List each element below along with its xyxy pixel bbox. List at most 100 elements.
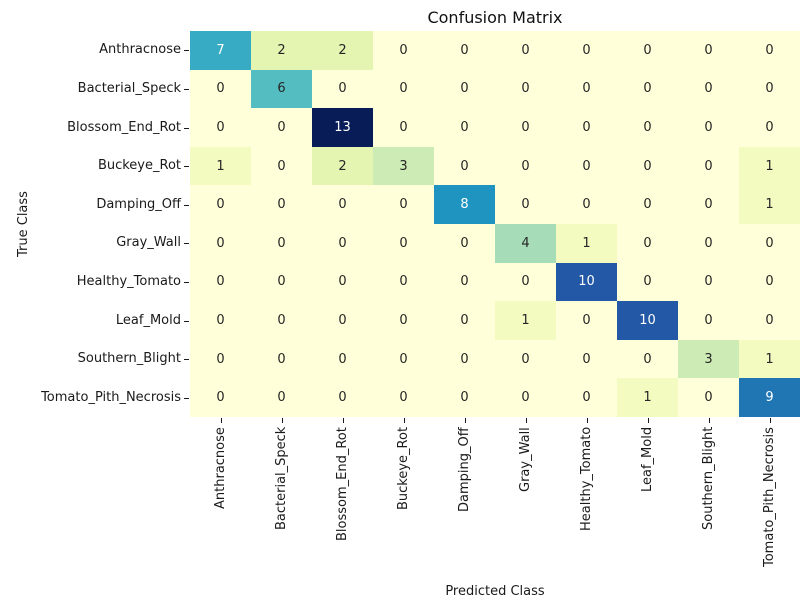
- heatmap-cell: 0: [617, 339, 678, 379]
- y-tick-mark: [184, 320, 189, 322]
- heatmap-cell: 0: [617, 185, 678, 224]
- y-tick-mark: [184, 88, 189, 90]
- y-tick-mark: [184, 281, 189, 283]
- heatmap-cell: 0: [556, 301, 617, 340]
- x-tick-mark: [403, 418, 405, 423]
- heatmap-cell: 0: [434, 223, 495, 263]
- heatmap-cell: 0: [434, 108, 495, 147]
- y-tick-mark: [184, 204, 189, 206]
- heatmap-cell: 0: [251, 223, 312, 263]
- heatmap-cell: 0: [739, 108, 800, 147]
- x-tick-mark: [708, 418, 710, 423]
- y-tick-mark: [184, 359, 189, 361]
- heatmap-cell: 1: [739, 339, 800, 379]
- y-tick-label: Buckeye_Rot: [97, 158, 181, 174]
- heatmap-cell: 0: [190, 223, 251, 263]
- x-axis-title: Predicted Class: [445, 584, 545, 599]
- heatmap-cell: 0: [312, 339, 373, 379]
- heatmap-cell: 0: [373, 262, 434, 302]
- heatmap-cell: 0: [556, 69, 617, 109]
- x-tick-mark: [281, 418, 283, 423]
- heatmap-cell: 1: [556, 223, 617, 263]
- heatmap-cell: 0: [739, 262, 800, 302]
- heatmap-cell: 0: [434, 378, 495, 417]
- heatmap-cell: 0: [678, 31, 739, 70]
- heatmap-cell: 3: [678, 339, 739, 379]
- heatmap-cell: 0: [373, 339, 434, 379]
- x-tick-label: Damping_Off: [456, 427, 472, 512]
- heatmap-cell: 0: [678, 378, 739, 417]
- heatmap-cell: 0: [495, 339, 556, 379]
- y-tick-label: Tomato_Pith_Necrosis: [41, 389, 181, 405]
- heatmap-cell: 0: [312, 262, 373, 302]
- y-tick-label: Healthy_Tomato: [76, 273, 181, 289]
- heatmap-cell: 0: [617, 31, 678, 70]
- heatmap-cell: 0: [312, 185, 373, 224]
- heatmap-cell: 0: [556, 108, 617, 147]
- heatmap-cell: 1: [495, 301, 556, 340]
- y-tick-label: Blossom_End_Rot: [67, 119, 181, 135]
- heatmap-cell: 0: [190, 339, 251, 379]
- x-tick-mark: [464, 418, 466, 423]
- heatmap-cell: 0: [678, 301, 739, 340]
- heatmap-cell: 0: [373, 69, 434, 109]
- heatmap-cell: 0: [251, 378, 312, 417]
- heatmap-cell: 10: [617, 301, 678, 340]
- heatmap-cell: 0: [312, 69, 373, 109]
- y-tick-label: Leaf_Mold: [115, 312, 181, 328]
- y-tick-label: Anthracnose: [99, 42, 181, 58]
- heatmap-cell: 0: [190, 69, 251, 109]
- heatmap-cell: 0: [556, 378, 617, 417]
- heatmap-cell: 0: [190, 185, 251, 224]
- heatmap-cell: 0: [190, 108, 251, 147]
- heatmap-cell: 0: [556, 185, 617, 224]
- heatmap-cell: 0: [617, 223, 678, 263]
- heatmap-cell: 0: [739, 69, 800, 109]
- heatmap-cell: 0: [312, 378, 373, 417]
- x-tick-label: Anthracnose: [212, 427, 228, 509]
- heatmap-cell: 0: [251, 301, 312, 340]
- x-tick-label: Buckeye_Rot: [395, 427, 411, 511]
- heatmap-cell: 0: [495, 185, 556, 224]
- heatmap-cell: 0: [434, 146, 495, 186]
- heatmap-cell: 4: [495, 223, 556, 263]
- y-tick-mark: [184, 397, 189, 399]
- heatmap-cell: 0: [373, 223, 434, 263]
- y-tick-label: Southern_Blight: [77, 351, 181, 367]
- heatmap-cell: 3: [373, 146, 434, 186]
- x-tick-label: Healthy_Tomato: [578, 427, 594, 532]
- heatmap-cell: 0: [495, 146, 556, 186]
- heatmap-cell: 0: [678, 223, 739, 263]
- heatmap-grid: 7 2 2 0 0 0 0 0 0 0 0 6 0 0 0 0 0 0 0 0 0 0 13 0 0 0 0 0 0 0 1 0 2 3 0 0 0 0 0…: [190, 31, 800, 417]
- y-tick-label: Gray_Wall: [116, 235, 181, 251]
- heatmap-cell: 0: [434, 31, 495, 70]
- heatmap-cell: 0: [190, 262, 251, 302]
- heatmap-cell: 0: [312, 223, 373, 263]
- heatmap-cell: 0: [678, 262, 739, 302]
- x-tick-label: Leaf_Mold: [639, 427, 655, 493]
- heatmap-cell: 2: [251, 31, 312, 70]
- heatmap-cell: 0: [739, 301, 800, 340]
- heatmap-cell: 0: [556, 146, 617, 186]
- heatmap-cell: 0: [373, 378, 434, 417]
- heatmap-cell: 0: [373, 185, 434, 224]
- heatmap-cell: 0: [495, 108, 556, 147]
- heatmap-cell: 0: [434, 339, 495, 379]
- x-tick-mark: [647, 418, 649, 423]
- heatmap-cell: 0: [434, 69, 495, 109]
- heatmap-cell: 0: [495, 262, 556, 302]
- y-tick-label: Bacterial_Speck: [77, 80, 181, 96]
- heatmap-cell: 2: [312, 31, 373, 70]
- x-tick-label: Gray_Wall: [517, 427, 533, 492]
- x-tick-label: Tomato_Pith_Necrosis: [761, 427, 777, 567]
- heatmap-cell: 0: [739, 31, 800, 70]
- heatmap-cell: 2: [312, 146, 373, 186]
- x-tick-mark: [769, 418, 771, 423]
- heatmap-cell: 0: [678, 69, 739, 109]
- heatmap-cell: 9: [739, 378, 800, 417]
- y-tick-mark: [184, 127, 189, 129]
- heatmap-cell: 1: [739, 146, 800, 186]
- y-tick-label: Damping_Off: [96, 196, 181, 212]
- heatmap-cell: 0: [617, 69, 678, 109]
